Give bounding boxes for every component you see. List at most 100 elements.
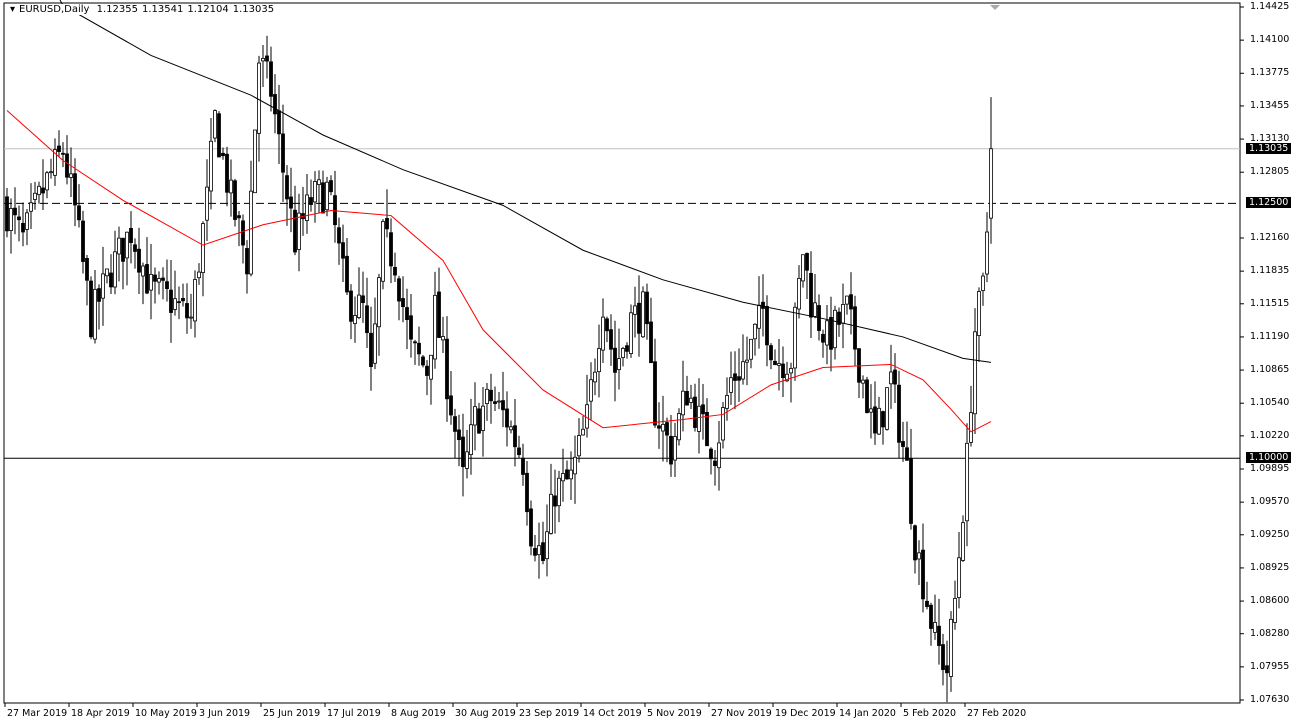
- candle: [949, 618, 953, 677]
- candle: [545, 531, 549, 560]
- candle: [937, 625, 941, 646]
- candle: [173, 298, 177, 310]
- y-tick-label: 1.08600: [1250, 595, 1290, 607]
- candle: [273, 94, 277, 115]
- high-value: 1.13541: [142, 4, 184, 15]
- candle: [29, 202, 33, 212]
- candle: [925, 600, 929, 607]
- candle: [605, 318, 609, 332]
- candle: [777, 363, 781, 366]
- candle: [209, 140, 213, 192]
- candle: [17, 216, 21, 221]
- candle: [321, 182, 325, 214]
- candle: [725, 395, 729, 409]
- candle: [597, 348, 601, 373]
- candle: [81, 220, 85, 262]
- candle: [453, 416, 457, 432]
- candle: [753, 323, 757, 340]
- x-tick-label: 19 Dec 2019: [775, 708, 836, 719]
- candle: [293, 209, 297, 253]
- candle: [65, 153, 69, 178]
- candle: [977, 291, 981, 336]
- candle: [953, 598, 957, 623]
- candle: [989, 148, 993, 219]
- candle: [589, 379, 593, 402]
- candle: [161, 277, 165, 281]
- candle: [225, 153, 229, 193]
- candle: [729, 377, 733, 393]
- candle: [829, 316, 833, 350]
- candle: [365, 305, 369, 334]
- x-tick-label: 5 Nov 2019: [647, 708, 702, 719]
- x-tick-label: 5 Feb 2020: [903, 708, 957, 719]
- candle: [257, 62, 261, 134]
- candle: [201, 223, 205, 274]
- candle: [813, 302, 817, 317]
- candle: [197, 271, 201, 279]
- candle: [177, 301, 181, 304]
- y-tick-label: 1.13130: [1250, 133, 1290, 145]
- candle: [677, 413, 681, 441]
- y-tick-label: 1.07955: [1250, 660, 1290, 672]
- candle: [845, 295, 849, 305]
- candle: [477, 408, 481, 434]
- candle: [361, 295, 365, 304]
- candle: [425, 365, 429, 376]
- candle: [489, 389, 493, 402]
- candle: [541, 542, 545, 561]
- candle: [633, 305, 637, 315]
- candle: [309, 197, 313, 205]
- candle: [385, 218, 389, 230]
- candle: [609, 329, 613, 350]
- candle: [873, 406, 877, 434]
- candle: [441, 336, 445, 341]
- candle: [721, 407, 725, 441]
- candle: [825, 320, 829, 346]
- candle: [685, 390, 689, 406]
- candle: [669, 435, 673, 465]
- candle: [153, 274, 157, 282]
- candle: [449, 395, 453, 416]
- candle: [537, 545, 541, 556]
- candle: [49, 171, 53, 174]
- chart-shift-marker[interactable]: [990, 5, 1000, 10]
- candle: [501, 400, 505, 411]
- candle: [573, 456, 577, 475]
- candle: [681, 390, 685, 416]
- candle: [473, 406, 477, 426]
- candle: [461, 436, 465, 468]
- y-tick-label: 1.09250: [1250, 528, 1290, 540]
- price-level-label: 1.10000: [1246, 452, 1292, 464]
- candle: [617, 358, 621, 371]
- candle: [585, 404, 589, 429]
- candle: [193, 279, 197, 322]
- candle: [793, 306, 797, 369]
- candle: [869, 408, 873, 413]
- candle: [841, 304, 845, 324]
- price-level-label: 1.13035: [1246, 142, 1292, 154]
- x-tick-label: 10 May 2019: [135, 708, 197, 719]
- candle: [641, 291, 645, 338]
- candle: [981, 275, 985, 291]
- candle: [809, 273, 813, 318]
- candle: [649, 321, 653, 364]
- candle: [261, 58, 265, 62]
- candle: [305, 194, 309, 221]
- candle: [933, 622, 937, 633]
- symbol-label: EURUSD,Daily: [19, 4, 90, 15]
- candle: [881, 411, 885, 428]
- candle: [269, 61, 273, 97]
- candle: [853, 306, 857, 350]
- candle: [413, 341, 417, 344]
- candle: [329, 180, 333, 193]
- menu-triangle-icon[interactable]: ▾: [10, 4, 16, 15]
- candle: [33, 192, 37, 200]
- y-tick-label: 1.08925: [1250, 561, 1290, 573]
- candle: [109, 272, 113, 288]
- candle: [21, 222, 25, 233]
- candle: [253, 129, 257, 194]
- candle: [185, 303, 189, 319]
- candle: [405, 307, 409, 320]
- candle: [805, 253, 809, 271]
